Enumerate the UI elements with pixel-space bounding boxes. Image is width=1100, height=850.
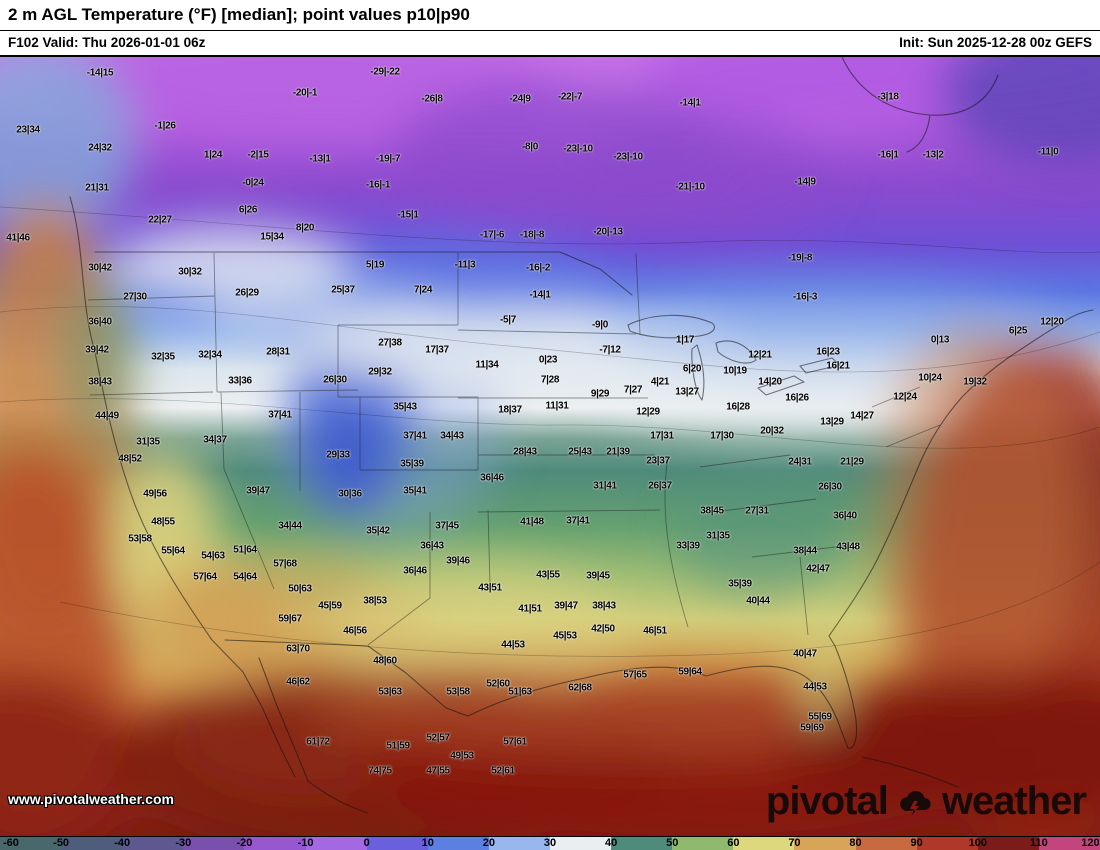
colorbar-tick: 100 — [968, 837, 987, 849]
temperature-field-canvas — [0, 57, 1100, 837]
colorbar-tick: -30 — [175, 837, 192, 849]
colorbar-segment — [305, 837, 367, 850]
coastline-borders-layer — [69, 57, 1094, 814]
colorbar-segment — [1038, 837, 1100, 850]
colorbar-segment — [0, 837, 62, 850]
colorbar-segment — [916, 837, 978, 850]
colorbar-tick: -10 — [297, 837, 314, 849]
colorbar-segment — [611, 837, 673, 850]
temperature-map — [0, 57, 1100, 837]
colorbar-segment — [794, 837, 856, 850]
colorbar-segment — [672, 837, 734, 850]
colorbar-tick: -60 — [3, 837, 19, 849]
watermark-url: www.pivotalweather.com — [8, 791, 174, 807]
colorbar-tick: 90 — [910, 837, 923, 849]
colorbar-tick: 10 — [421, 837, 434, 849]
state-boundaries-layer — [87, 252, 941, 646]
colorbar-segment — [488, 837, 550, 850]
colorbar-tick: -20 — [236, 837, 253, 849]
colorbar-segment — [244, 837, 306, 850]
colorbar-tick: 110 — [1030, 837, 1048, 849]
colorbar-tick: 70 — [788, 837, 801, 849]
colorbar-tick: 60 — [727, 837, 740, 849]
isoline-contours-layer — [0, 206, 1100, 657]
colorbar-segment — [977, 837, 1039, 850]
colorbar-segment — [122, 837, 184, 850]
colorbar-tick: 120 — [1081, 837, 1100, 849]
colorbar-tick: 20 — [482, 837, 495, 849]
logo-word-weather: weather — [941, 779, 1087, 823]
page-title: 2 m AGL Temperature (°F) [median]; point… — [0, 0, 1100, 31]
colorbar-segment — [733, 837, 795, 850]
header-sub-row: F102 Valid: Thu 2026-01-01 06z Init: Sun… — [0, 31, 1100, 57]
colorbar-segment — [61, 837, 123, 850]
colorbar-tick: 0 — [363, 837, 370, 849]
colorbar-segment — [427, 837, 489, 850]
colorbar-tick: 40 — [604, 837, 618, 849]
init-time-label: Init: Sun 2025-12-28 00z GEFS — [899, 35, 1092, 50]
logo-word-pivotal: pivotal — [765, 779, 889, 823]
cloud-logo-icon — [900, 790, 931, 815]
colorbar-tick: 30 — [543, 837, 557, 849]
colorbar-tick: 80 — [849, 837, 862, 849]
colorbar-segment — [855, 837, 917, 850]
colorbar-segment — [366, 837, 428, 850]
colorbar-tick: -50 — [53, 837, 70, 849]
colorbar-tick: 50 — [666, 837, 679, 849]
colorbar: -60 -50 -40 -30 -20 -10 0 10 20 30 40 50 60 70 80 90 100… — [0, 836, 1100, 850]
header: 2 m AGL Temperature (°F) [median]; point… — [0, 0, 1100, 57]
pivotal-weather-logo: pivotal weather — [765, 779, 1087, 823]
field-anomaly-layer — [0, 57, 1100, 837]
colorbar-segment — [550, 837, 612, 850]
colorbar-segment — [183, 837, 245, 850]
colorbar-tick: -40 — [114, 837, 131, 849]
valid-time-label: F102 Valid: Thu 2026-01-01 06z — [8, 35, 206, 50]
